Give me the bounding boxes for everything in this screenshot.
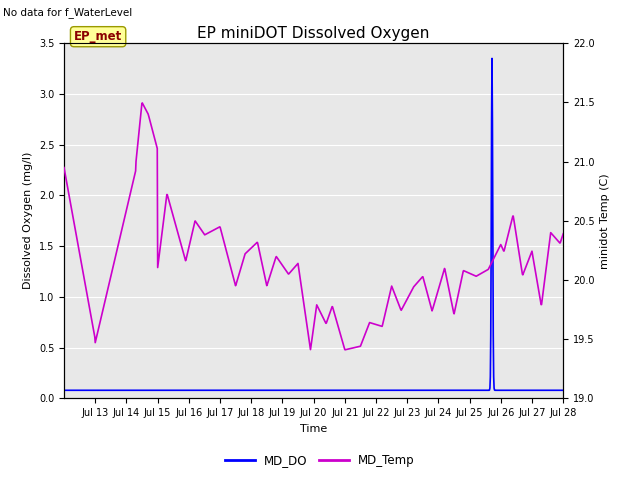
Y-axis label: Dissolved Oxygen (mg/l): Dissolved Oxygen (mg/l)	[23, 152, 33, 289]
MD_DO	[559, 387, 567, 393]
Line: MD_DO: MD_DO	[64, 59, 563, 390]
MD_DO	[276, 387, 284, 393]
MD_DO	[144, 387, 152, 393]
MD_Temp	[138, 100, 146, 106]
Title: EP miniDOT Dissolved Oxygen: EP miniDOT Dissolved Oxygen	[197, 25, 430, 41]
MD_Temp	[145, 112, 152, 118]
MD_Temp	[277, 260, 285, 266]
MD_DO	[488, 56, 496, 61]
MD_Temp	[126, 191, 134, 197]
MD_DO	[60, 387, 68, 393]
X-axis label: Time: Time	[300, 424, 327, 433]
MD_Temp	[228, 272, 236, 277]
MD_Temp	[323, 319, 330, 325]
MD_Temp	[559, 231, 567, 237]
Text: No data for f_WaterLevel: No data for f_WaterLevel	[3, 7, 132, 18]
Line: MD_Temp: MD_Temp	[64, 103, 563, 350]
MD_DO	[228, 387, 236, 393]
Legend: MD_DO, MD_Temp: MD_DO, MD_Temp	[220, 449, 420, 472]
MD_DO	[333, 387, 340, 393]
MD_DO	[323, 387, 330, 393]
MD_Temp	[60, 165, 68, 170]
MD_Temp	[341, 347, 349, 353]
Text: EP_met: EP_met	[74, 30, 122, 43]
Y-axis label: minidot Temp (C): minidot Temp (C)	[600, 173, 610, 269]
MD_Temp	[333, 320, 341, 326]
MD_DO	[126, 387, 134, 393]
